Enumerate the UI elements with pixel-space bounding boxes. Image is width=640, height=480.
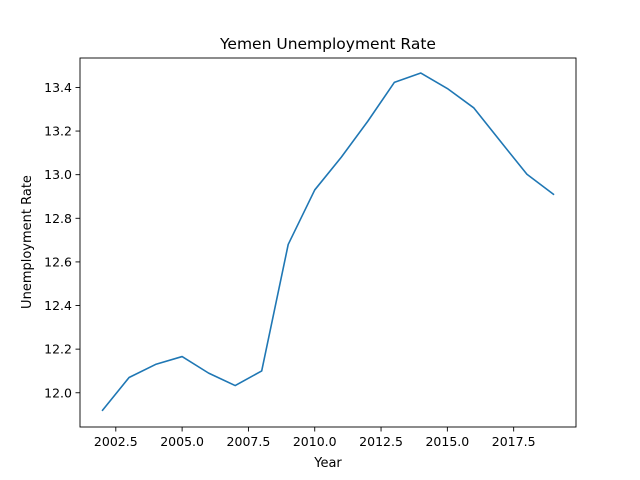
x-tick-label: 2002.5 — [94, 434, 138, 449]
plot-area — [79, 57, 577, 428]
series-layer — [101, 72, 555, 412]
y-tick-label: 13.2 — [44, 124, 72, 139]
series-line — [101, 72, 555, 412]
x-axis-label: Year — [313, 456, 342, 471]
x-tick-label: 2017.5 — [492, 434, 536, 449]
y-tick-label: 13.4 — [44, 80, 72, 95]
y-tick-label: 12.2 — [44, 342, 72, 357]
y-tick-label: 12.8 — [44, 211, 72, 226]
chart-title: Yemen Unemployment Rate — [219, 35, 436, 53]
x-tick-label: 2012.5 — [359, 434, 403, 449]
y-axis: 12.0 12.2 12.4 12.6 12.8 13.0 13.2 13.4 — [44, 80, 80, 400]
y-tick-label: 12.6 — [44, 254, 72, 269]
y-tick-label: 12.0 — [44, 385, 72, 400]
x-tick-label: 2015.0 — [425, 434, 469, 449]
x-tick-label: 2005.0 — [160, 434, 204, 449]
y-tick-label: 13.0 — [44, 167, 72, 182]
y-tick-label: 12.4 — [44, 298, 72, 313]
y-axis-label: Unemployment Rate — [20, 175, 35, 309]
x-tick-label: 2010.0 — [293, 434, 337, 449]
x-axis: 2002.5 2005.0 2007.5 2010.0 2012.5 2015.0 2017… — [94, 427, 536, 449]
plot-frame — [79, 57, 577, 428]
x-tick-label: 2007.5 — [227, 434, 271, 449]
